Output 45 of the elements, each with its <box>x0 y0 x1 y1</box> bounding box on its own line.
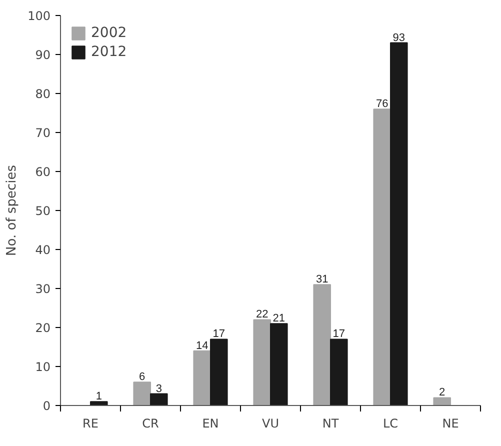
bar <box>313 284 331 406</box>
y-tick-label: 70 <box>35 126 51 140</box>
data-label: 76 <box>376 98 388 110</box>
legend-label: 2002 <box>91 25 127 41</box>
data-label: 31 <box>316 274 328 286</box>
data-label: 21 <box>272 312 286 325</box>
y-tick-label: 60 <box>35 165 51 179</box>
bar <box>133 382 151 406</box>
y-tick-label: 90 <box>35 48 51 62</box>
bar <box>150 393 168 406</box>
y-tick-label: 100 <box>28 9 50 23</box>
bar <box>433 397 451 406</box>
data-label: 17 <box>332 328 346 340</box>
bar <box>330 338 348 406</box>
x-tick-label: NT <box>322 416 340 430</box>
y-tick-label: 50 <box>35 204 51 218</box>
x-tick-label: EN <box>202 416 219 430</box>
data-label: 1 <box>96 390 102 403</box>
data-label: 6 <box>139 371 146 384</box>
y-tick-label: 20 <box>35 321 51 335</box>
bar <box>210 338 228 406</box>
x-tick-label: VU <box>262 416 280 430</box>
bar <box>193 350 211 406</box>
data-label: 14 <box>196 340 208 352</box>
y-axis-title: No. of species <box>4 164 20 256</box>
legend-label: 2012 <box>91 44 127 60</box>
y-tick-label: 30 <box>35 282 51 296</box>
data-label: 3 <box>156 382 162 395</box>
data-label: 22 <box>256 308 268 321</box>
y-tick-label: 0 <box>42 399 51 413</box>
bar <box>373 108 391 406</box>
bar <box>90 401 108 406</box>
y-tick-label: 10 <box>35 360 51 374</box>
data-label: 17 <box>212 328 226 340</box>
bar <box>390 42 408 406</box>
x-tick-label: LC <box>382 416 398 430</box>
x-tick-label: CR <box>142 416 159 430</box>
y-tick-label: 40 <box>35 243 51 257</box>
bar <box>253 319 271 406</box>
bar <box>270 323 288 406</box>
data-label: 93 <box>392 32 406 44</box>
x-tick-label: RE <box>82 416 98 430</box>
y-tick-label: 80 <box>35 87 51 101</box>
data-label: 2 <box>439 386 446 399</box>
x-tick-label: NE <box>442 416 459 430</box>
